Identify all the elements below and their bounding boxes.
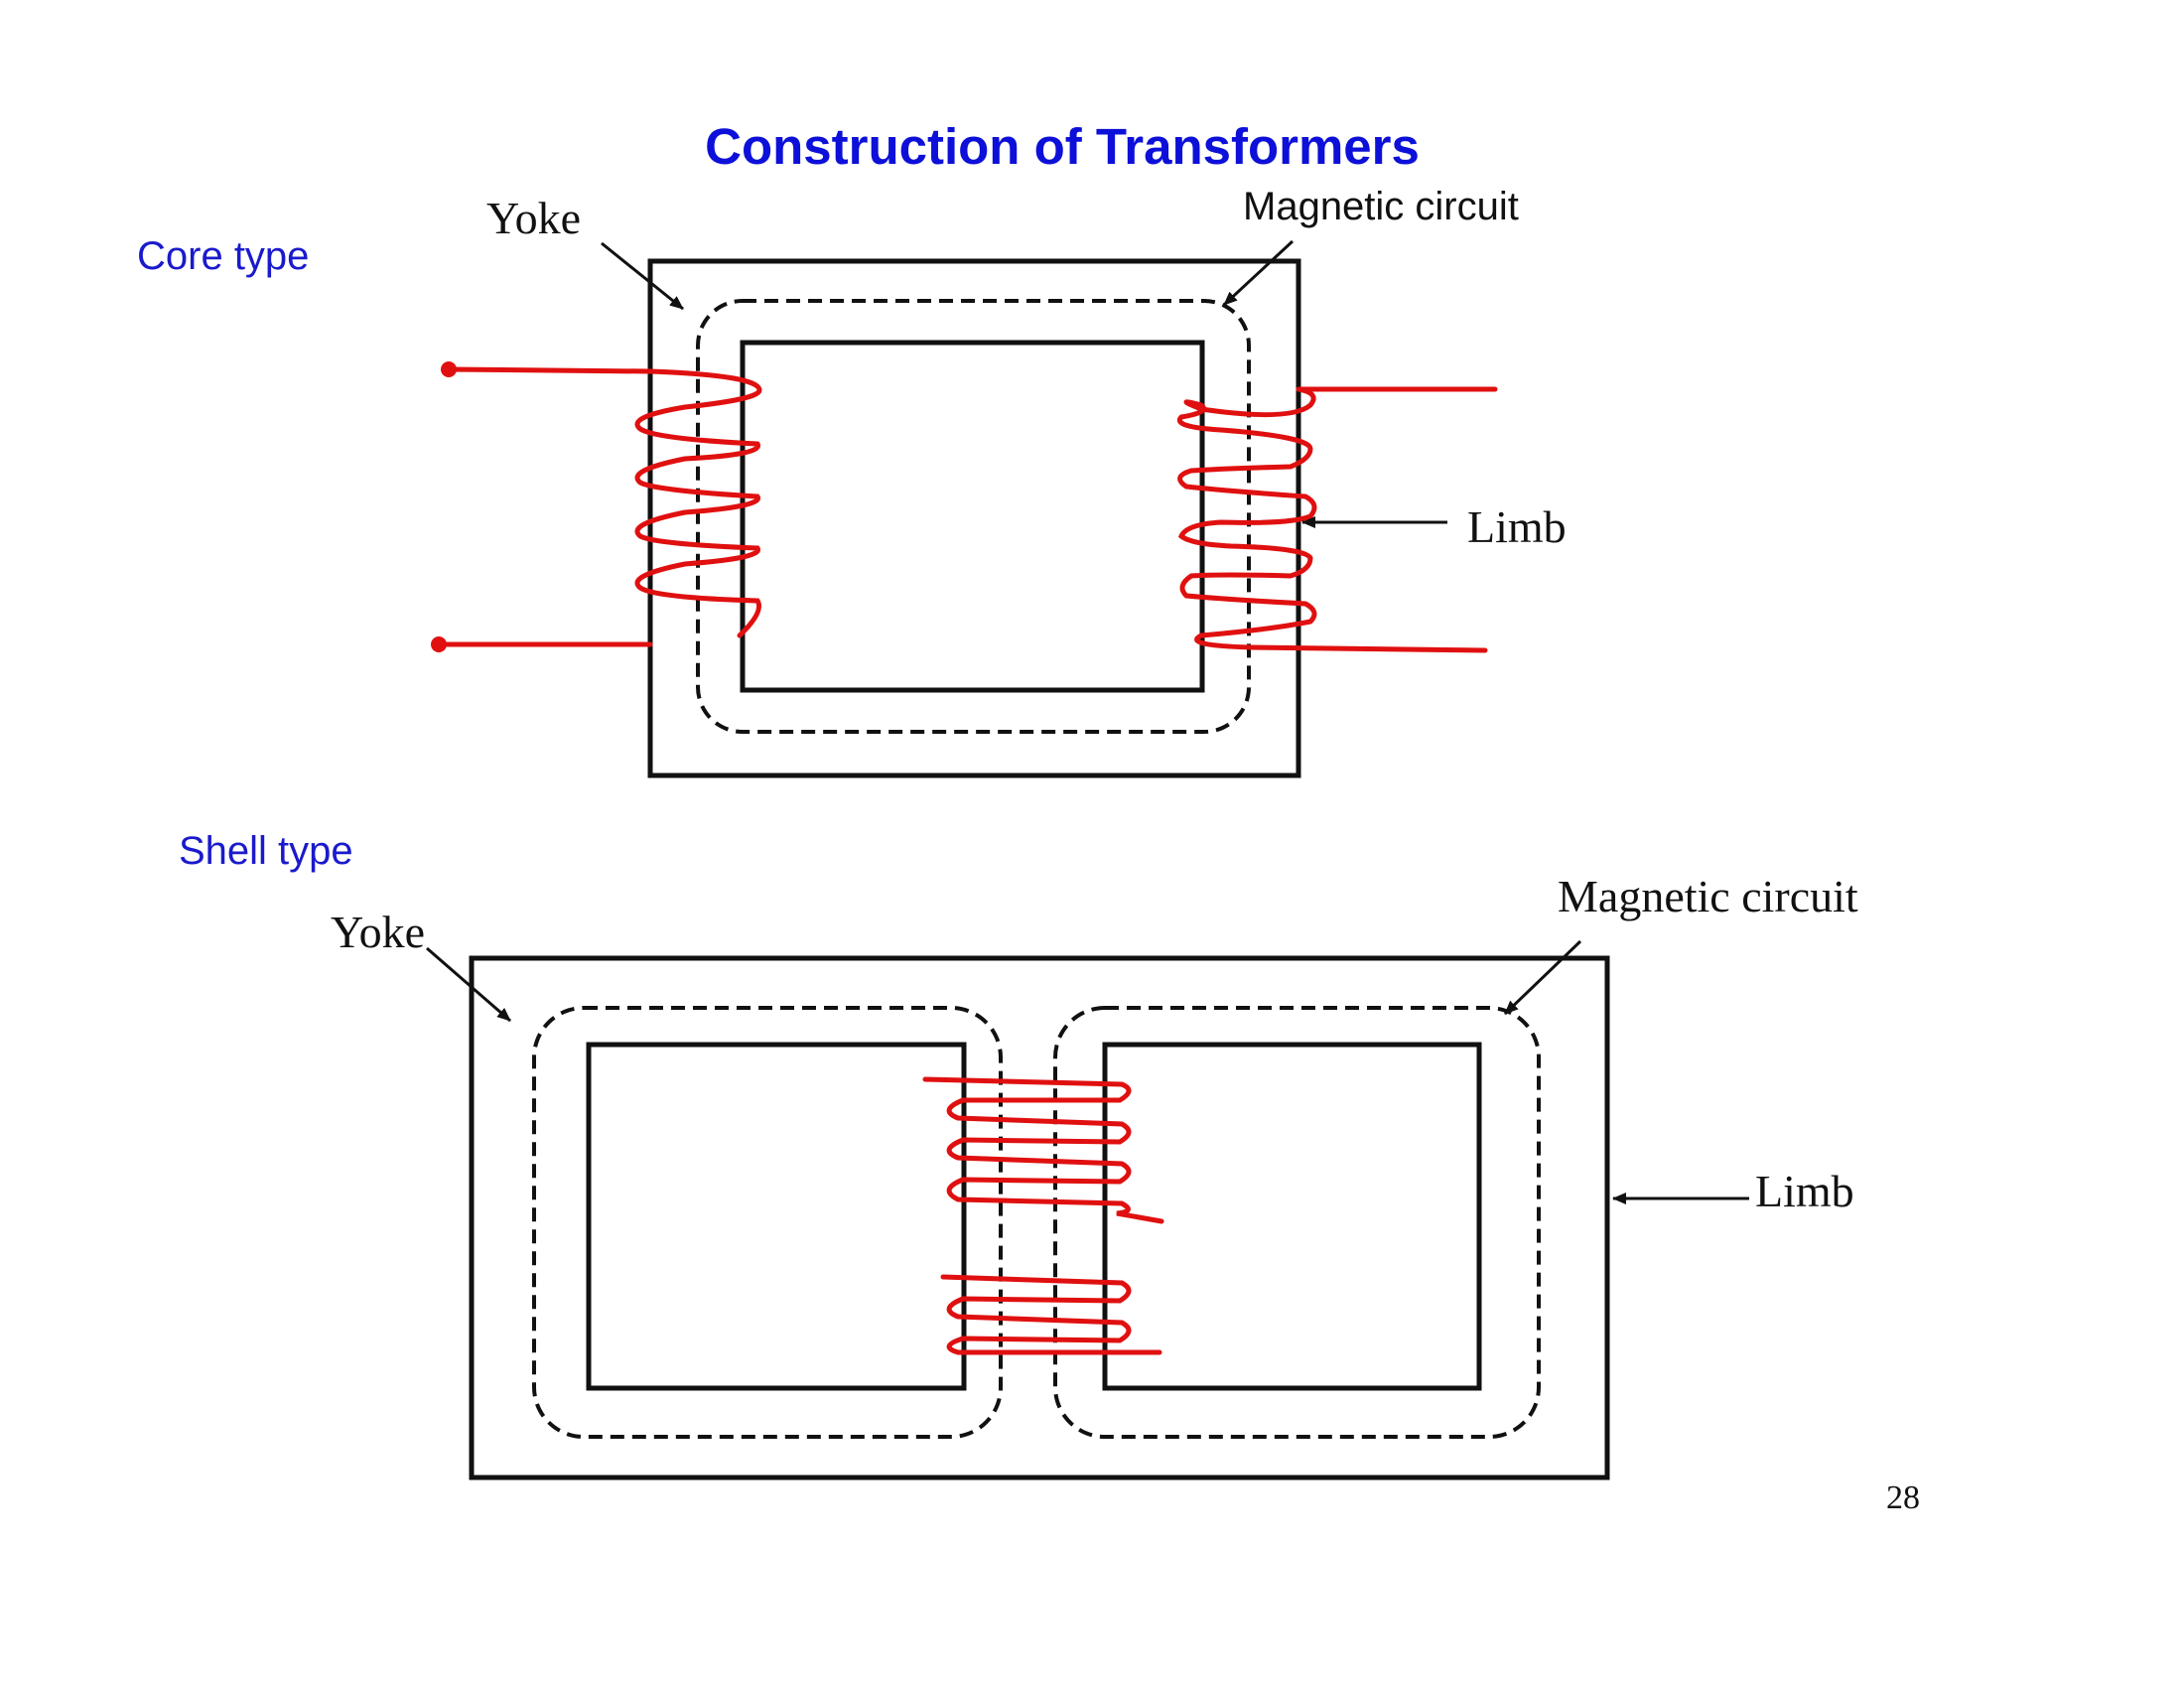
shell-outer-frame [469,955,1610,1480]
core-type-label: Core type [137,234,310,278]
page-title: Construction of Transformers [705,118,1420,175]
core-magnetic-circuit-arrow [1222,239,1295,307]
core-magnetic-path [696,299,1251,734]
core-primary-winding [431,361,762,652]
page-number: 28 [1886,1479,1920,1516]
core-secondary-winding [1176,386,1498,653]
core-limb-label: Limb [1467,501,1567,552]
core-yoke-label: Yoke [486,193,582,243]
shell-magnetic-circuit-arrow [1503,939,1582,1016]
shell-right-magnetic-path [1053,1006,1541,1439]
core-magnetic-circuit-label: Magnetic circuit [1243,185,1519,228]
core-window [740,340,1205,693]
shell-winding-lower [940,1274,1162,1355]
core-yoke-arrow [601,241,684,311]
shell-yoke-label: Yoke [331,907,426,957]
shell-type-diagram [426,939,1749,1480]
shell-right-window [1102,1042,1482,1391]
shell-winding-upper [922,1076,1164,1224]
core-type-diagram [431,239,1498,778]
shell-limb-label: Limb [1755,1166,1854,1216]
shell-left-window [586,1042,967,1391]
shell-yoke-arrow [426,946,511,1023]
shell-left-magnetic-path [532,1006,1003,1439]
shell-type-label: Shell type [179,829,353,873]
shell-magnetic-circuit-label: Magnetic circuit [1558,871,1858,921]
